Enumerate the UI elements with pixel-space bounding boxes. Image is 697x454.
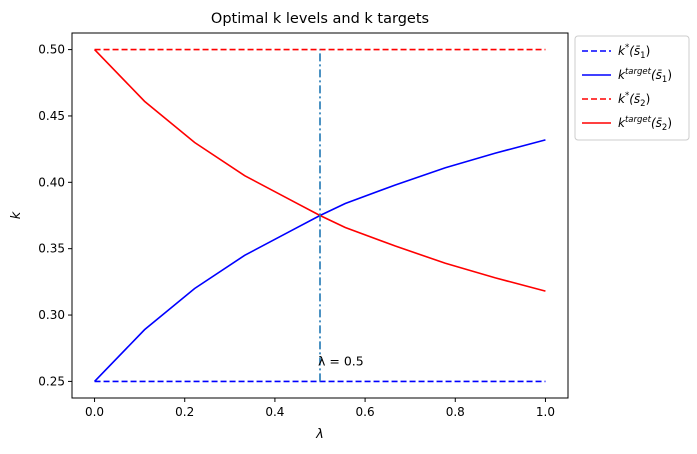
axes: 0.0 0.2 0.4 0.6 0.8 1.0 0.25 0.30 0.35 0.40 0.45 0.… (38, 32, 569, 419)
x-tick-label: 0.4 (265, 405, 284, 419)
legend-item-1: k*(s̄1) (582, 43, 650, 61)
legend-item-2: ktarget(s̄1) (582, 67, 672, 85)
x-tick-label: 0.6 (356, 405, 375, 419)
legend: k*(s̄1) ktarget(s̄1) k*(s̄2) ktarget(s̄2) (574, 35, 690, 141)
legend-item-3: k*(s̄2) (582, 91, 650, 109)
x-tick-label: 0.0 (85, 405, 104, 419)
axes-frame (71, 32, 569, 399)
x-tick-label: 0.8 (446, 405, 465, 419)
legend-box (574, 35, 690, 141)
legend-label: k*(s̄2) (618, 91, 650, 109)
x-tick-label: 1.0 (536, 405, 555, 419)
y-tick-label: 0.25 (38, 374, 65, 388)
y-tick-label: 0.30 (38, 308, 65, 322)
legend-item-4: ktarget(s̄2) (582, 115, 672, 133)
legend-label: ktarget(s̄2) (618, 115, 672, 133)
x-tick-label: 0.2 (175, 405, 194, 419)
legend-label: ktarget(s̄1) (618, 67, 672, 85)
legend-label: k*(s̄1) (618, 43, 650, 61)
annotation-lambda: λ = 0.5 (318, 353, 364, 368)
y-tick-label: 0.45 (38, 109, 65, 123)
y-tick-label: 0.40 (38, 175, 65, 189)
x-axis-label: λ (315, 427, 324, 442)
y-tick-label: 0.50 (38, 43, 65, 57)
chart-title: Optimal k levels and k targets (211, 11, 429, 27)
y-axis-label: k (9, 211, 24, 219)
plot-content: λ = 0.5 (93, 48, 546, 383)
y-tick-label: 0.35 (38, 242, 65, 256)
